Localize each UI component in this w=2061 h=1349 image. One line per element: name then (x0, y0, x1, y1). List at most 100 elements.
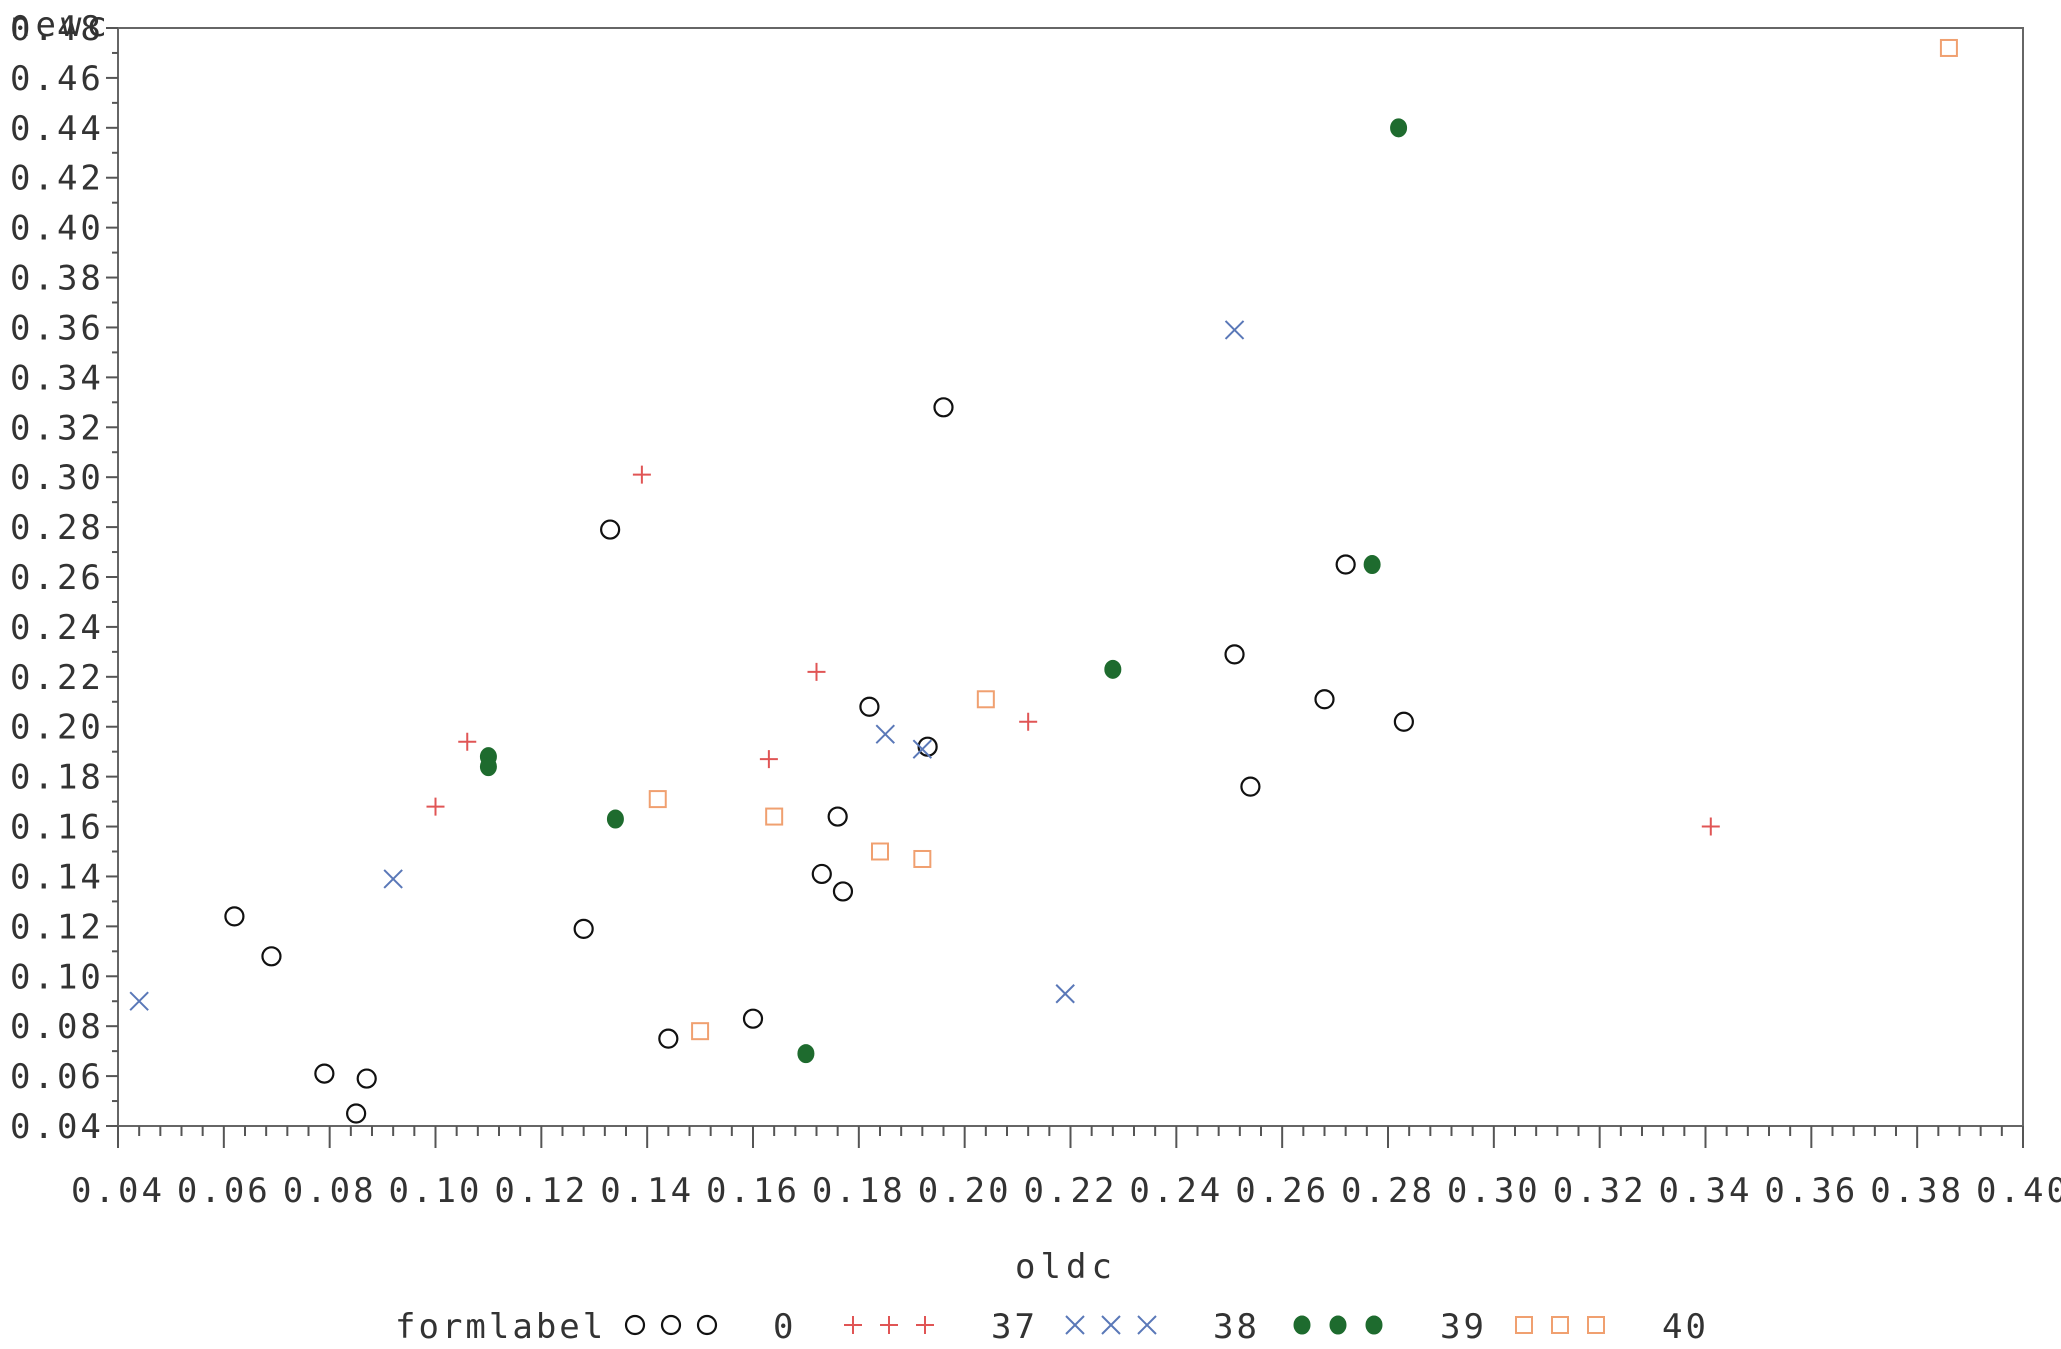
legend-marker (696, 1314, 718, 1336)
data-point (356, 1068, 377, 1089)
legend-marker (624, 1314, 646, 1336)
series-38 (129, 320, 1245, 1011)
data-point (606, 809, 624, 829)
data-point (742, 1008, 764, 1029)
legend-entry-label: 38 (1213, 1307, 1260, 1347)
x-tick-label: 0.20 (918, 1171, 1012, 1211)
data-point (1335, 554, 1356, 575)
data-point (658, 1028, 679, 1049)
y-tick-label: 0.28 (10, 508, 104, 548)
y-tick-label: 0.16 (10, 808, 104, 848)
x-tick-label: 0.18 (812, 1171, 906, 1211)
x-tick-label: 0.08 (283, 1171, 377, 1211)
series-0 (224, 397, 1414, 1124)
x-tick-label: 0.06 (177, 1171, 271, 1211)
legend-marker (1551, 1316, 1569, 1334)
data-point (426, 797, 445, 816)
legend-marker (880, 1316, 898, 1334)
data-point (1224, 644, 1245, 665)
y-tick-label: 0.24 (10, 608, 104, 648)
legend-entry-label: 0 (773, 1307, 796, 1347)
data-point (859, 696, 880, 717)
legend-marker (1065, 1315, 1085, 1335)
x-tick-label: 0.10 (389, 1171, 483, 1211)
legend-entry-label: 37 (991, 1307, 1038, 1347)
data-point (1390, 118, 1408, 138)
y-tick-label: 0.40 (10, 209, 104, 249)
y-axis: 0.04 0.06 0.08 0.10 0.12 0.14 0.16 0.18 0.20 0.22… (10, 9, 118, 1147)
x-tick-label: 0.26 (1235, 1171, 1329, 1211)
data-point (875, 724, 895, 744)
legend-marker (1365, 1315, 1383, 1335)
data-point (759, 750, 778, 769)
data-point (261, 946, 282, 967)
data-point (765, 807, 784, 826)
legend-marker (916, 1316, 934, 1334)
y-tick-label: 0.20 (10, 708, 104, 748)
data-point (1314, 689, 1335, 710)
legend: formlabel 0 37 38 39 40 (395, 1307, 1709, 1347)
y-tick-label: 0.22 (10, 658, 104, 698)
y-tick-label: 0.44 (10, 109, 104, 149)
data-point (917, 736, 938, 757)
x-tick-label: 0.12 (494, 1171, 588, 1211)
data-point (1939, 38, 1958, 57)
x-tick-label: 0.16 (706, 1171, 800, 1211)
y-tick-label: 0.46 (10, 59, 104, 99)
legend-marker (1515, 1316, 1533, 1334)
x-tick-label: 0.40 (1976, 1171, 2061, 1211)
x-tick-label: 0.14 (600, 1171, 694, 1211)
legend-marker (844, 1316, 862, 1334)
data-point (479, 757, 497, 777)
data-point (1240, 776, 1261, 797)
data-point (573, 918, 594, 939)
legend-marker (1137, 1315, 1157, 1335)
y-tick-label: 0.30 (10, 458, 104, 498)
y-tick-label: 0.14 (10, 857, 104, 897)
data-point (129, 991, 149, 1011)
data-point (1104, 659, 1122, 679)
x-tick-label: 0.22 (1024, 1171, 1118, 1211)
y-tick-label: 0.26 (10, 558, 104, 598)
legend-entry-label: 39 (1440, 1307, 1487, 1347)
data-points (129, 38, 1958, 1124)
y-tick-label: 0.34 (10, 358, 104, 398)
y-axis-title: newc (10, 5, 112, 45)
series-37 (426, 465, 1720, 836)
legend-marker (1329, 1315, 1347, 1335)
x-axis-title: oldc (1015, 1247, 1117, 1287)
plot-frame (117, 27, 2024, 1127)
y-tick-label: 0.04 (10, 1107, 104, 1147)
x-tick-label: 0.36 (1764, 1171, 1858, 1211)
data-point (1363, 555, 1381, 575)
legend-marker (1293, 1315, 1311, 1335)
legend-marker (1587, 1316, 1605, 1334)
data-point (648, 790, 667, 809)
data-point (933, 397, 954, 418)
data-point (976, 690, 995, 709)
data-point (811, 863, 832, 885)
y-tick-label: 0.18 (10, 758, 104, 798)
data-point (1393, 711, 1414, 732)
data-point (832, 881, 854, 902)
y-tick-label: 0.06 (10, 1057, 104, 1097)
y-tick-label: 0.36 (10, 308, 104, 348)
series-39 (479, 118, 1408, 1064)
x-tick-label: 0.04 (71, 1171, 165, 1211)
x-tick-label: 0.38 (1870, 1171, 1964, 1211)
x-tick-label: 0.30 (1447, 1171, 1541, 1211)
series-40 (648, 38, 1958, 1041)
data-point (913, 849, 932, 868)
data-point (871, 842, 889, 861)
data-point (807, 662, 826, 681)
legend-entry-label: 40 (1662, 1307, 1709, 1347)
x-tick-label: 0.34 (1659, 1171, 1753, 1211)
x-tick-label: 0.28 (1341, 1171, 1435, 1211)
legend-marker (660, 1314, 682, 1336)
data-point (458, 732, 477, 751)
data-point (600, 519, 621, 540)
y-tick-label: 0.32 (10, 408, 104, 448)
legend-title: formlabel (395, 1307, 606, 1347)
data-point (224, 906, 245, 927)
